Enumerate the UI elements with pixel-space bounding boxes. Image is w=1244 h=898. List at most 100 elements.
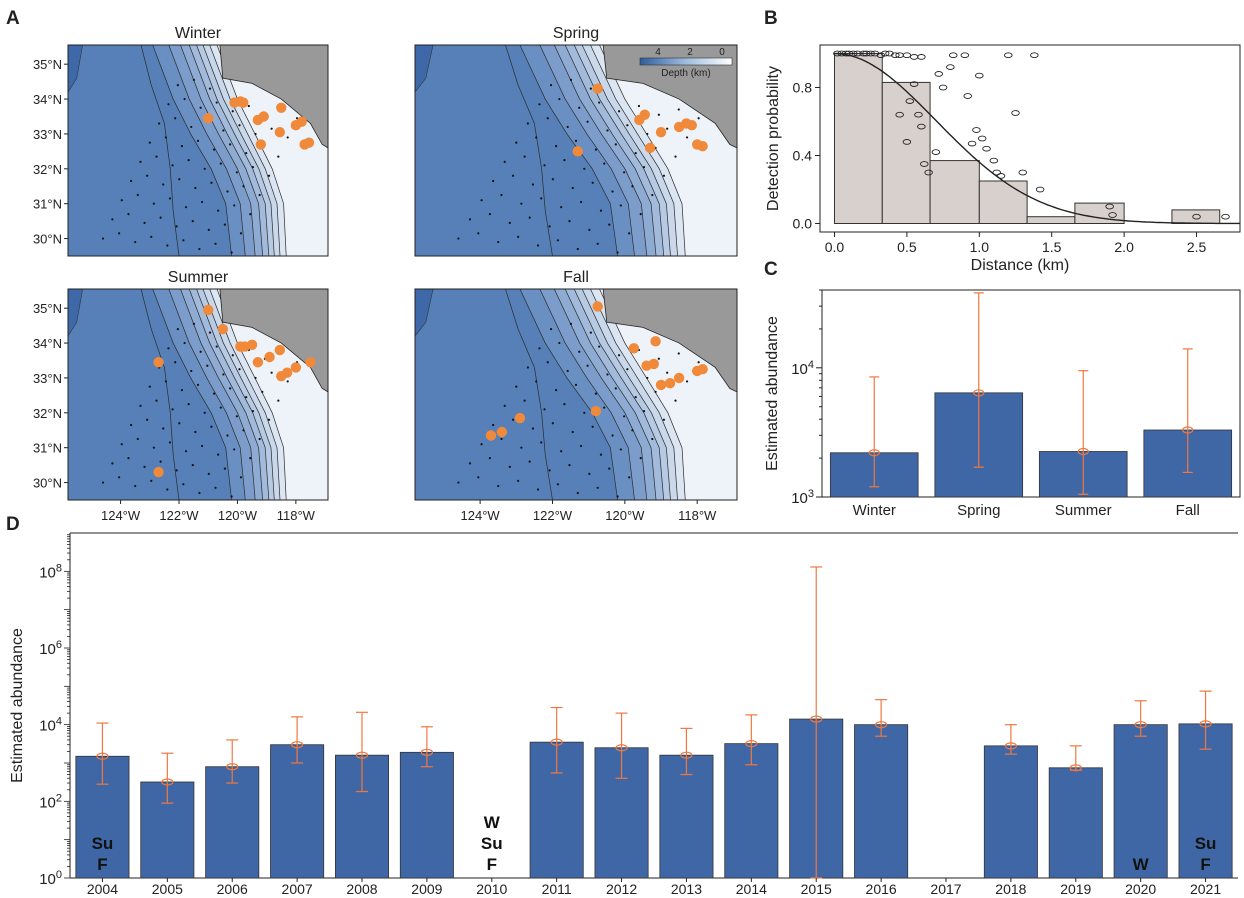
survey-station-dot <box>178 178 181 181</box>
survey-station-dot <box>215 345 218 348</box>
survey-station-dot <box>642 165 646 169</box>
histogram-bar <box>1026 216 1076 224</box>
lon-tick-label: 124°W <box>101 508 141 523</box>
map-content <box>415 289 737 500</box>
survey-station-dot <box>674 155 677 158</box>
survey-station-dot <box>515 141 518 144</box>
survey-station-dot <box>523 399 526 402</box>
year-label: 2020 <box>1125 881 1156 897</box>
survey-station-dot <box>101 237 105 240</box>
detection-point <box>931 149 941 155</box>
detection-point <box>992 169 1001 176</box>
y-tick-label: 0.0 <box>793 216 813 232</box>
survey-station-dot <box>152 446 155 449</box>
survey-station-dot <box>111 462 114 465</box>
survey-station-dot <box>576 247 579 251</box>
detection-point <box>876 52 886 59</box>
survey-station-dot <box>120 443 123 446</box>
survey-station-dot <box>159 216 162 219</box>
detection-point <box>849 50 858 57</box>
survey-station-dot <box>286 380 289 383</box>
survey-station-dot <box>549 84 553 87</box>
seasonal-abundance-chart: Winter Spring Summer Fall 103 104 Estimated ab… <box>764 289 1241 519</box>
sighting-marker <box>255 139 267 150</box>
survey-station-dot <box>226 190 229 193</box>
survey-station-dot <box>239 232 243 235</box>
survey-station-dot <box>130 179 133 183</box>
survey-station-dot <box>508 465 511 468</box>
detection-point <box>1030 52 1039 59</box>
detection-point <box>948 52 958 59</box>
survey-station-dot <box>176 328 179 331</box>
abundance-bar <box>399 751 454 879</box>
survey-station-dot <box>150 235 153 238</box>
detection-point <box>905 98 915 104</box>
detection-point <box>1011 110 1020 116</box>
survey-station-dot <box>571 186 574 190</box>
map-frame <box>414 288 738 501</box>
survey-station-dot <box>477 476 480 479</box>
survey-station-dot <box>270 371 273 374</box>
survey-station-dot <box>551 178 554 181</box>
survey-station-dot <box>588 228 591 231</box>
detection-point <box>920 161 929 167</box>
survey-station-dot <box>203 411 206 414</box>
land-mass <box>219 289 328 393</box>
depth-legend-tick: 4 <box>655 47 661 58</box>
survey-station-dot <box>651 193 654 197</box>
survey-station-dot <box>155 155 158 158</box>
survey-station-dot <box>588 472 591 475</box>
abundance-bar <box>270 744 325 879</box>
survey-station-dot <box>190 369 193 373</box>
detection-point <box>1192 213 1201 220</box>
estimate-marker <box>868 449 880 457</box>
survey-station-dot <box>556 483 560 486</box>
survey-station-dot <box>515 385 518 388</box>
survey-station-dot <box>127 213 130 216</box>
sighting-marker <box>697 364 708 375</box>
missing-season-label: Su <box>1195 834 1217 853</box>
survey-station-dot <box>207 472 210 475</box>
survey-station-dot <box>175 469 178 472</box>
lat-tick-label: 31°N <box>33 197 62 212</box>
survey-station-dot <box>628 232 631 235</box>
category-label: Winter <box>853 502 896 519</box>
lon-tick-label: 124°W <box>461 508 501 523</box>
deep-basin <box>68 45 83 93</box>
survey-station-dot <box>548 225 551 228</box>
survey-station-dot <box>654 390 657 393</box>
panel-letter-d: D <box>6 514 20 535</box>
survey-station-dot <box>167 103 170 106</box>
sighting-marker <box>274 344 285 356</box>
lat-tick-label: 30°N <box>33 476 62 491</box>
survey-station-dot <box>254 132 257 136</box>
y-tick-label: 103 <box>791 488 814 507</box>
survey-station-dot <box>222 373 225 376</box>
missing-season-label: F <box>97 855 107 874</box>
survey-station-dot <box>540 197 543 200</box>
sighting-marker <box>648 358 659 370</box>
sighting-marker <box>281 367 293 378</box>
survey-station-dot <box>199 350 202 353</box>
survey-station-dot <box>662 174 666 177</box>
survey-station-dot <box>546 361 549 364</box>
survey-station-dot <box>598 101 601 104</box>
survey-station-dot <box>599 209 603 212</box>
survey-station-dot <box>551 422 554 425</box>
survey-station-dot <box>251 165 255 169</box>
sighting-marker <box>153 357 164 368</box>
survey-station-dot <box>212 392 216 395</box>
sighting-marker <box>303 137 315 148</box>
survey-station-dot <box>238 368 241 371</box>
histogram-bar <box>1171 209 1221 224</box>
year-label: 2007 <box>282 881 313 897</box>
survey-station-dot <box>203 167 206 170</box>
survey-station-dot <box>594 392 597 395</box>
survey-station-dot <box>180 145 184 148</box>
survey-station-dot <box>535 136 538 139</box>
detection-point <box>917 123 926 130</box>
sighting-marker <box>655 379 667 391</box>
estimate-marker <box>615 744 628 752</box>
survey-station-dot <box>523 155 526 158</box>
